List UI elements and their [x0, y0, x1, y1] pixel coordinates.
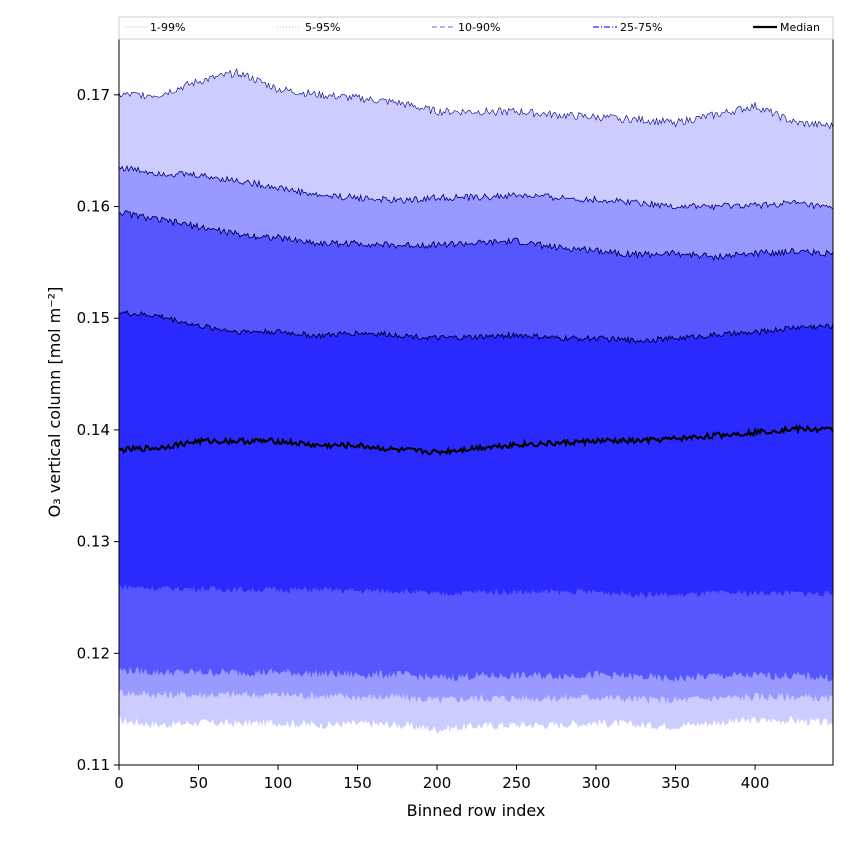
x-axis-title: Binned row index [407, 801, 546, 820]
y-tick-label: 0.15 [77, 309, 110, 327]
x-tick-label: 200 [423, 774, 452, 792]
x-tick-label: 400 [741, 774, 770, 792]
y-axis: 0.11 0.12 0.13 0.14 0.15 0.16 0.17 [77, 86, 119, 774]
y-tick-label: 0.12 [77, 644, 110, 662]
x-tick-label: 300 [582, 774, 611, 792]
x-axis: 0 50 100 150 200 250 300 350 400 [114, 765, 769, 792]
percentile-bands [119, 69, 833, 734]
line-p90 [118, 210, 834, 262]
y-tick-label: 0.14 [77, 421, 110, 439]
y-tick-label: 0.13 [77, 533, 110, 551]
x-tick-label: 350 [661, 774, 690, 792]
legend-label: 25-75% [620, 21, 662, 34]
legend-label: Median [780, 21, 820, 34]
y-tick-label: 0.11 [77, 756, 110, 774]
legend-label: 1-99% [150, 21, 185, 34]
y-axis-title: O₃ vertical column [mol m⁻²] [45, 287, 64, 518]
legend: 1-99% 5-95% 10-90% 25-75% Median [118, 16, 834, 40]
y-tick-label: 0.16 [77, 198, 110, 216]
band-25-75 [119, 310, 833, 599]
x-tick-label: 50 [189, 774, 208, 792]
x-tick-label: 150 [343, 774, 372, 792]
percentile-lines [118, 68, 834, 456]
x-tick-label: 0 [114, 774, 124, 792]
legend-label: 5-95% [305, 21, 340, 34]
legend-label: 10-90% [458, 21, 500, 34]
line-p75 [118, 309, 834, 345]
line-median [118, 424, 834, 456]
legend-box [118, 16, 834, 40]
line-p99 [118, 68, 834, 130]
line-p95 [118, 164, 834, 211]
y-tick-label: 0.17 [77, 86, 110, 104]
x-tick-label: 100 [264, 774, 293, 792]
x-tick-label: 250 [502, 774, 531, 792]
